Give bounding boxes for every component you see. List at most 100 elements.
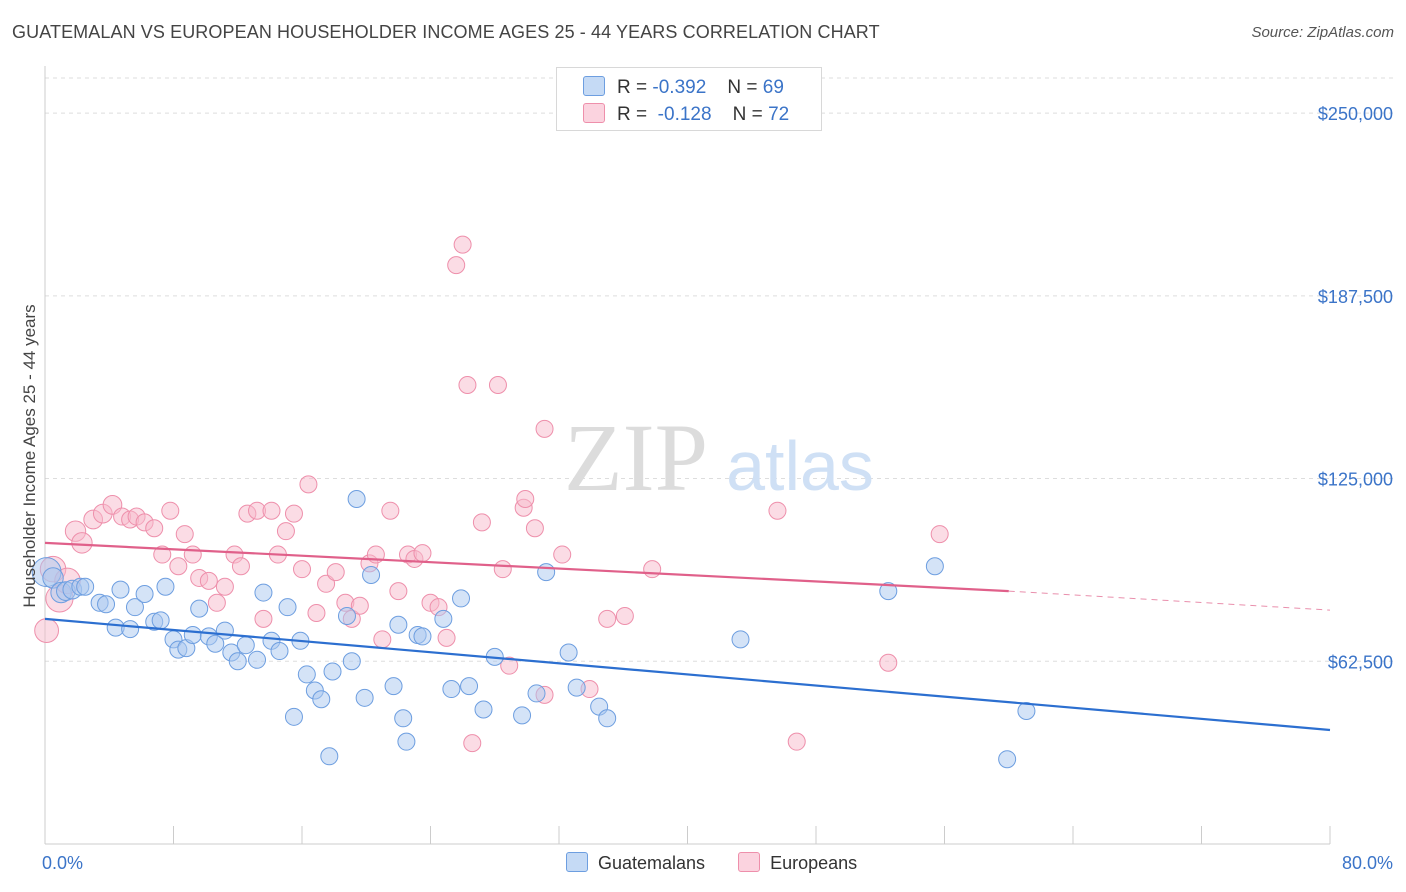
guatemalan-point [452,589,471,608]
european-point [293,560,311,579]
european-point [34,618,60,643]
european-point [183,545,202,564]
legend-r-label: R = [617,104,648,125]
european-point [299,475,318,494]
european-point [145,519,164,538]
guatemalan-point [347,490,366,509]
legend-row-guatemalans: R = -0.392 N = 69 [583,76,784,99]
guatemalan-point [474,700,493,719]
grid-lines [45,77,1395,662]
european-point [373,630,392,649]
guatemalan-point [320,747,339,766]
guatemalan-point [1017,701,1036,720]
guatemalan-point [394,709,413,728]
european-point [254,609,273,628]
european-point [413,544,432,563]
european-point [153,545,172,564]
guatemalan-point [389,615,408,634]
x-tick-label: 0.0% [42,853,83,873]
european-point [598,609,617,628]
european-point [458,375,477,394]
x-tick-label: 80.0% [1342,853,1393,873]
guatemalan-point [879,582,898,601]
y-tick-label: $62,500 [1328,652,1393,672]
european-point [768,501,787,520]
european-point [447,256,466,275]
legend-n-label: N = [732,104,763,125]
guatemalan-point [567,678,586,697]
guatemalan-point [537,563,556,582]
european-point [493,560,512,579]
guatemalan-point [236,636,255,655]
legend-swatch-pink [583,103,605,123]
legend-label-guatemalans: Guatemalans [598,853,706,873]
guatemalan-point [135,585,154,604]
european-point [317,574,336,593]
guatemalan-point [297,665,316,684]
guatemalan-point [559,643,578,662]
guatemalan-point [111,580,130,599]
guatemalan-point [97,595,116,614]
europeans-trend-line [44,541,1009,593]
european-point [199,571,218,590]
axes [44,66,1331,845]
guatemalan-point [206,634,225,653]
european-point [381,501,400,520]
y-axis-label: Householder Income Ages 25 - 44 years [20,304,39,608]
guatemalan-point [527,684,546,703]
series-legend: Guatemalans Europeans [566,852,885,874]
guatemalan-point [248,650,267,669]
european-point [389,582,408,601]
guatemalan-point [998,750,1017,769]
guatemalan-point [254,583,273,602]
european-point [71,532,93,554]
legend-item-europeans: Europeans [738,852,857,874]
legend-item-guatemalans: Guatemalans [566,852,705,874]
european-point [231,557,250,576]
guatemalan-point [337,606,356,625]
legend-row-europeans: R = -0.128 N = 72 [583,103,789,126]
guatemalan-point [190,599,209,618]
guatemalan-point [312,690,331,709]
watermark: ZIP atlas [564,404,874,511]
guatemalan-point [342,652,361,671]
watermark-atlas: atlas [726,427,874,505]
trend-lines [44,541,1331,732]
european-point [262,501,281,520]
guatemalan-point [460,677,479,696]
guatemalans-points [31,490,1036,769]
legend-r-value: -0.392 [652,77,707,98]
european-point [169,557,188,576]
european-point [350,596,369,615]
european-point [437,628,456,647]
european-point [326,563,345,582]
guatemalan-point [278,598,297,617]
guatemalan-point [925,557,944,576]
european-point [472,513,491,532]
y-tick-label: $250,000 [1318,104,1393,124]
guatemalan-point [731,630,750,649]
europeans-trend-extension [1008,590,1331,611]
european-point [276,522,295,541]
correlation-legend: R = -0.392 N = 69 R = -0.128 N = 72 [556,67,822,131]
european-point [930,525,949,544]
tick-labels: $62,500 $125,000 $187,500 $250,000 0.0% 80.0% [42,104,1393,873]
guatemalan-point [442,680,461,699]
y-tick-label: $187,500 [1318,287,1393,307]
guatemalan-point [323,662,342,681]
european-point [516,490,535,509]
european-point [615,606,634,625]
european-point [307,604,326,623]
guatemalan-point [397,732,416,751]
guatemalan-point [384,677,403,696]
legend-swatch-pink [738,852,761,872]
guatemalan-point [270,642,289,661]
guatemalan-point [434,609,453,628]
watermark-zip: ZIP [564,404,708,511]
guatemalan-point [413,627,432,646]
guatemalan-point [598,709,617,728]
guatemalan-point [228,652,247,671]
european-point [488,375,507,394]
european-point [553,545,572,564]
